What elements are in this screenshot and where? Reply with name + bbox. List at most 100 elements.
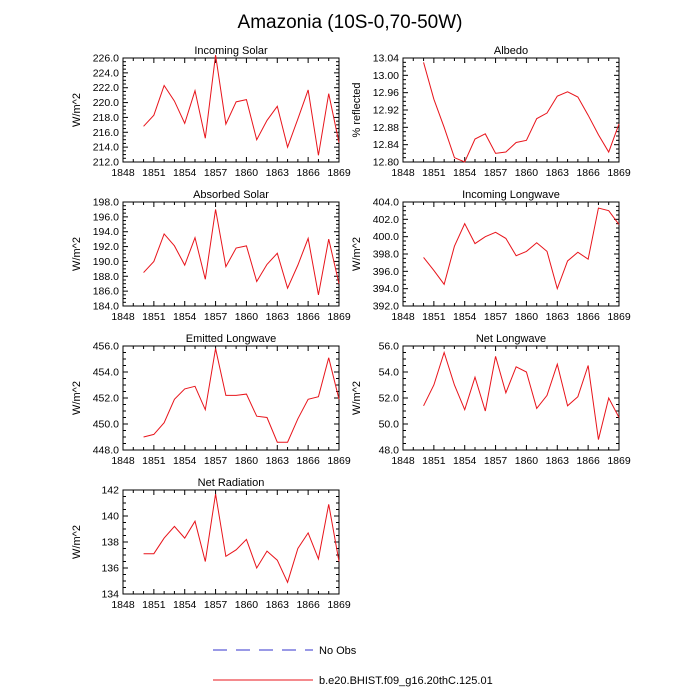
- y-tick-label: 12.96: [373, 87, 399, 99]
- x-tick-label: 1869: [327, 167, 351, 179]
- y-tick-label: 212.0: [93, 157, 119, 169]
- x-tick-label: 1848: [111, 599, 135, 611]
- y-tick-label: 402.0: [373, 214, 399, 226]
- x-tick-label: 1866: [296, 455, 320, 467]
- panel-5: Emitted Longwave W/m^2 1848 1851 1854 1857 186…: [71, 333, 351, 467]
- x-tick-label: 1854: [173, 599, 197, 611]
- y-tick-label: 188.0: [93, 271, 119, 283]
- x-tick-label: 1866: [576, 311, 600, 323]
- x-tick-label: 1854: [453, 455, 477, 467]
- plot-frame: [122, 201, 340, 307]
- y-tick-label: 216.0: [93, 127, 119, 139]
- y-tick-label: 140: [101, 511, 119, 523]
- x-tick-label: 1869: [607, 311, 631, 323]
- panel-3: Absorbed Solar W/m^2 1848 1851 1854 1857 1860 1…: [71, 189, 351, 323]
- legend-label-model: b.e20.BHIST.f09_g16.20thC.125.01: [319, 675, 493, 687]
- y-tick-label: 404.0: [373, 197, 399, 209]
- y-tick-label: 450.0: [93, 419, 119, 431]
- series-line: [423, 350, 620, 440]
- plot-frame: [122, 345, 340, 451]
- legend-label-no-obs: No Obs: [319, 645, 357, 657]
- x-tick-label: 1854: [173, 167, 197, 179]
- x-tick-label: 1860: [515, 311, 539, 323]
- y-tick-label: 214.0: [93, 142, 119, 154]
- series-line: [423, 62, 620, 163]
- x-tick-label: 1860: [235, 455, 259, 467]
- x-tick-label: 1851: [142, 167, 166, 179]
- y-axis-label: W/m^2: [351, 381, 363, 415]
- y-tick-label: 184.0: [93, 301, 119, 313]
- x-tick-label: 1857: [484, 455, 508, 467]
- x-tick-label: 1851: [142, 599, 166, 611]
- x-tick-label: 1857: [204, 167, 228, 179]
- y-tick-label: 394.0: [373, 283, 399, 295]
- x-tick-label: 1863: [266, 455, 290, 467]
- y-tick-label: 198.0: [93, 197, 119, 209]
- x-tick-label: 1860: [515, 167, 539, 179]
- x-tick-label: 1848: [391, 167, 415, 179]
- y-tick-label: 454.0: [93, 367, 119, 379]
- x-tick-label: 1866: [576, 455, 600, 467]
- y-tick-label: 452.0: [93, 393, 119, 405]
- x-tick-label: 1854: [173, 455, 197, 467]
- x-tick-label: 1866: [296, 311, 320, 323]
- y-tick-label: 226.0: [93, 53, 119, 65]
- x-tick-label: 1848: [111, 311, 135, 323]
- x-tick-label: 1866: [576, 167, 600, 179]
- y-tick-label: 12.88: [373, 122, 399, 134]
- panel-title: Incoming Solar: [194, 45, 268, 57]
- x-tick-label: 1863: [266, 599, 290, 611]
- panel-title: Emitted Longwave: [186, 333, 277, 345]
- x-tick-label: 1854: [453, 167, 477, 179]
- x-tick-label: 1854: [173, 311, 197, 323]
- y-tick-label: 448.0: [93, 445, 119, 457]
- x-tick-label: 1869: [607, 167, 631, 179]
- y-tick-label: 222.0: [93, 82, 119, 94]
- y-tick-label: 136: [101, 563, 119, 575]
- series-line: [423, 207, 620, 291]
- y-tick-label: 12.92: [373, 105, 399, 117]
- x-tick-label: 1848: [391, 455, 415, 467]
- x-tick-label: 1857: [204, 455, 228, 467]
- panel-grid: Incoming Solar W/m^2 1848 1851 1854 1857 1860 1…: [71, 45, 631, 611]
- y-tick-label: 138: [101, 537, 119, 549]
- panel-title: Net Longwave: [476, 333, 546, 345]
- y-tick-label: 192.0: [93, 241, 119, 253]
- x-tick-label: 1869: [327, 311, 351, 323]
- series-line: [143, 54, 340, 156]
- y-axis-label: W/m^2: [71, 381, 83, 415]
- y-tick-label: 392.0: [373, 301, 399, 313]
- panel-2: Albedo % reflected 1848 1851 1854 1857 1860 186…: [351, 45, 631, 179]
- y-tick-label: 224.0: [93, 67, 119, 79]
- y-tick-label: 48.0: [379, 445, 400, 457]
- x-tick-label: 1851: [422, 167, 446, 179]
- y-tick-label: 54.0: [379, 367, 400, 379]
- x-tick-label: 1848: [111, 455, 135, 467]
- y-tick-label: 134: [101, 589, 119, 601]
- y-tick-label: 186.0: [93, 286, 119, 298]
- plot-frame: [402, 57, 620, 163]
- x-tick-label: 1851: [422, 311, 446, 323]
- y-axis-label: % reflected: [351, 82, 363, 137]
- y-tick-label: 50.0: [379, 419, 400, 431]
- x-tick-label: 1863: [546, 455, 570, 467]
- series-line: [143, 348, 340, 443]
- y-tick-label: 190.0: [93, 256, 119, 268]
- series-line: [143, 209, 340, 295]
- y-tick-label: 52.0: [379, 393, 400, 405]
- y-tick-label: 398.0: [373, 249, 399, 261]
- x-tick-label: 1863: [546, 167, 570, 179]
- x-tick-label: 1848: [111, 167, 135, 179]
- x-tick-label: 1857: [204, 599, 228, 611]
- x-tick-label: 1869: [327, 455, 351, 467]
- series-line: [143, 493, 340, 584]
- y-tick-label: 13.04: [373, 53, 399, 65]
- x-tick-label: 1848: [391, 311, 415, 323]
- x-tick-label: 1860: [235, 311, 259, 323]
- y-tick-label: 194.0: [93, 226, 119, 238]
- x-tick-label: 1866: [296, 167, 320, 179]
- y-tick-label: 220.0: [93, 97, 119, 109]
- y-axis-label: W/m^2: [71, 525, 83, 559]
- panel-7: Net Radiation W/m^2 1848 1851 1854 1857 1860 18…: [71, 477, 351, 611]
- y-tick-label: 13.00: [373, 70, 399, 82]
